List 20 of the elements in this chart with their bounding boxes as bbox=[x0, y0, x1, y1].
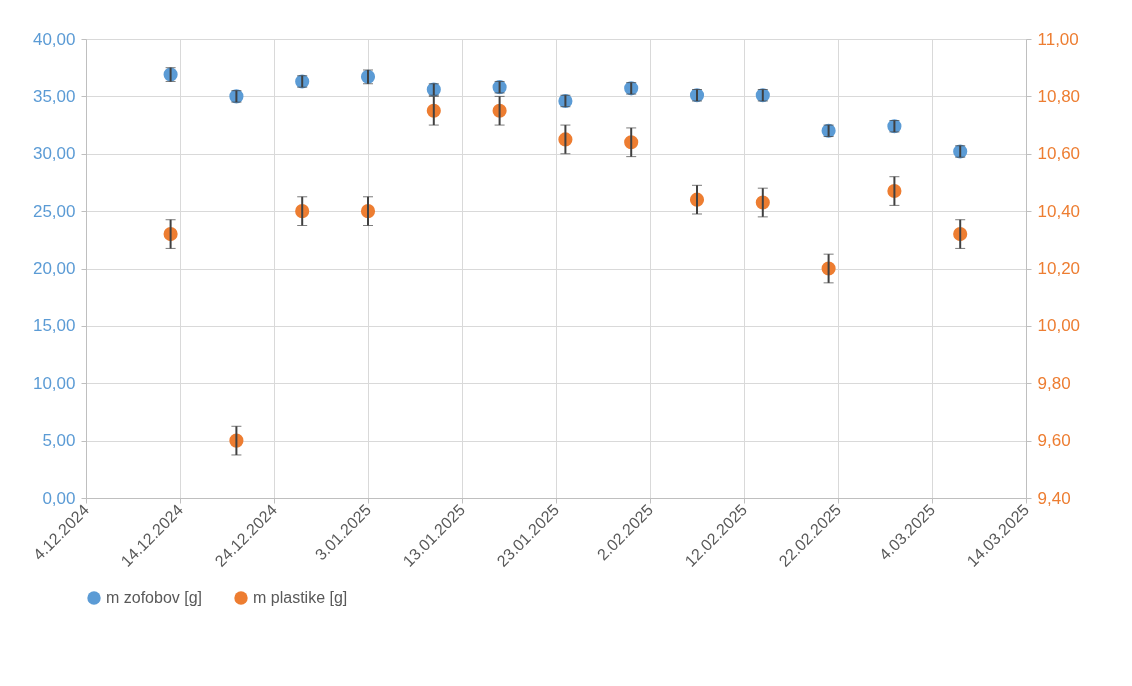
y2-tick-label: 9,60 bbox=[1037, 431, 1071, 451]
y2-tick-label: 11,00 bbox=[1037, 29, 1079, 49]
y-tick-label: 0,00 bbox=[42, 488, 76, 508]
y-tick-label: 30,00 bbox=[32, 144, 76, 164]
y2-tick-label: 10,20 bbox=[1037, 259, 1081, 278]
y2-tick-label: 10,40 bbox=[1037, 201, 1081, 221]
y2-tick-label: 10,60 bbox=[1037, 144, 1081, 164]
y-tick-label: 15,00 bbox=[32, 316, 76, 336]
y-tick-label: 10,00 bbox=[32, 373, 76, 393]
y2-tick-label: 10,00 bbox=[1037, 316, 1081, 336]
y2-tick-label: 9,80 bbox=[1037, 373, 1071, 393]
y-tick-label: 40,00 bbox=[32, 29, 76, 49]
legend-label: m plastike [g] bbox=[253, 589, 348, 606]
y-tick-label: 20,00 bbox=[32, 259, 76, 278]
y-tick-label: 35,00 bbox=[32, 86, 76, 106]
legend-label: m zofobov [g] bbox=[106, 589, 203, 606]
y-tick-label: 5,00 bbox=[42, 431, 76, 451]
y2-tick-label: 10,80 bbox=[1037, 86, 1081, 106]
y-tick-label: 25,00 bbox=[32, 201, 76, 221]
y2-tick-label: 9,40 bbox=[1037, 488, 1071, 508]
